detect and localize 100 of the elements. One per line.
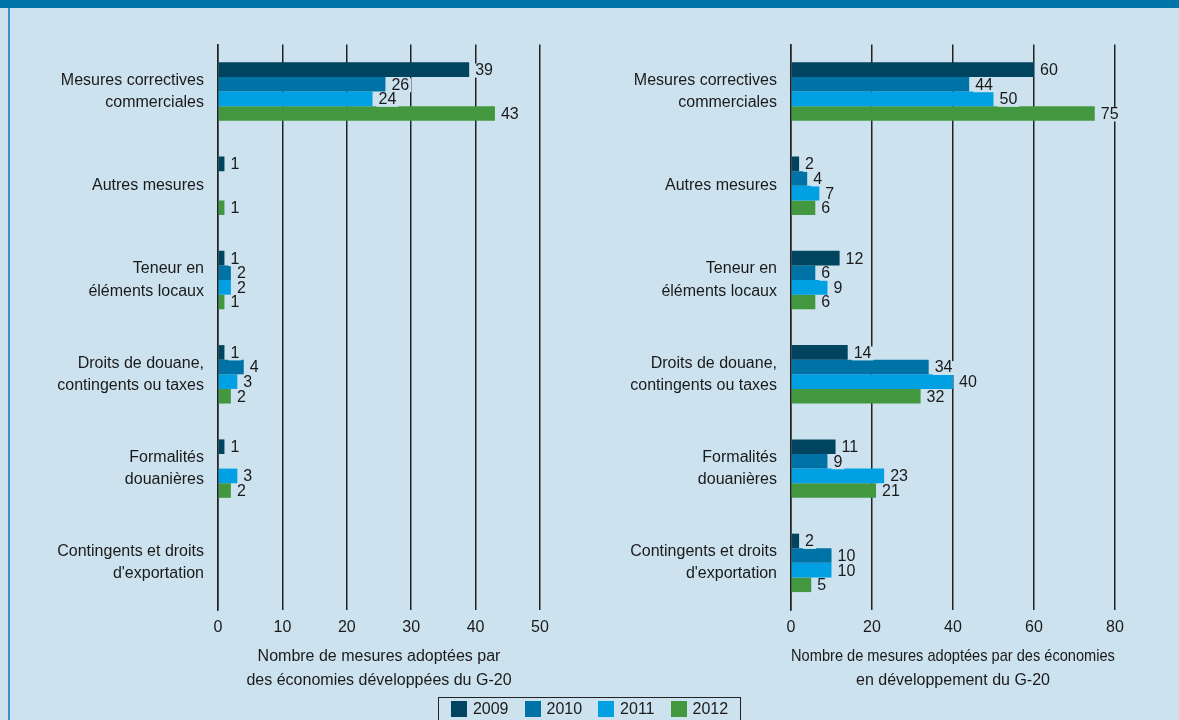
bar (218, 280, 231, 295)
y-tick-label: Teneur en éléments locaux (661, 259, 777, 299)
bar (791, 374, 953, 389)
x-tick-label: 50 (531, 618, 549, 636)
bar (791, 250, 840, 266)
bar (218, 62, 470, 77)
bar (791, 62, 1034, 77)
data-label: 1 (230, 343, 240, 361)
bar (791, 91, 994, 107)
legend-label: 2009 (472, 700, 509, 718)
data-label: 12 (845, 249, 864, 267)
data-label: 1 (230, 155, 240, 173)
bar (218, 76, 386, 92)
legend-label: 2012 (692, 700, 729, 718)
data-label: 2 (236, 481, 246, 499)
bar (791, 171, 808, 186)
bar (218, 468, 238, 484)
data-label: 1 (230, 249, 240, 267)
y-tick-label: Teneur en éléments locaux (88, 259, 204, 299)
y-tick-label: Autres mesures (664, 176, 777, 194)
bar (791, 185, 820, 201)
x-tick-label: 30 (402, 618, 421, 636)
data-label: 40 (959, 373, 977, 391)
data-label: 1 (230, 199, 240, 217)
bar (791, 359, 929, 375)
x-tick-label: 0 (213, 618, 223, 636)
bar (791, 562, 832, 578)
bar (791, 468, 885, 484)
bar (218, 483, 231, 498)
y-tick-label: Mesures correctives commerciales (60, 70, 204, 111)
legend-label: 2011 (620, 700, 655, 718)
y-tick-label: Mesures correctives commerciales (633, 70, 777, 111)
data-label: 7 (825, 184, 835, 202)
data-label: 6 (821, 199, 831, 217)
bar (791, 106, 1095, 121)
bar (218, 106, 495, 121)
x-axis-title: Nombre de mesures adoptées par des économies en développement du G-20 (791, 646, 1116, 689)
x-tick-label: 20 (337, 618, 356, 636)
data-label: 50 (999, 90, 1018, 108)
y-tick-label: Formalités douanières (124, 447, 204, 488)
bar (791, 577, 812, 593)
x-tick-label: 20 (863, 618, 881, 636)
x-axis-title: Nombre de mesures adoptées par des économies développées du G-20 (246, 647, 512, 689)
bar (218, 345, 225, 360)
y-tick-label: Contingents et droits d'exportation (630, 542, 777, 582)
bar (791, 548, 832, 563)
data-label: 11 (841, 438, 859, 456)
bar (791, 200, 816, 216)
data-label: 9 (833, 452, 843, 470)
y-tick-label: Droits de douane, contingents ou taxes (57, 353, 204, 393)
bar (791, 345, 848, 360)
x-tick-label: 80 (1106, 618, 1124, 636)
bar (791, 388, 921, 404)
data-label: 3 (243, 373, 253, 391)
x-tick-label: 10 (273, 618, 292, 636)
data-label: 39 (475, 61, 494, 79)
bar (218, 388, 231, 404)
data-label: 6 (821, 264, 831, 282)
y-tick-label: Formalités douanières (697, 447, 777, 488)
data-label: 5 (817, 576, 827, 594)
bar (791, 294, 816, 310)
bar (218, 91, 373, 107)
bar (218, 200, 225, 216)
data-label: 14 (853, 343, 872, 361)
x-tick-label: 40 (944, 618, 962, 636)
data-label: 2 (236, 387, 246, 405)
data-label: 6 (821, 293, 831, 311)
bar (791, 453, 828, 469)
data-label: 9 (833, 278, 843, 296)
bar (218, 265, 231, 281)
bar (791, 483, 877, 498)
data-label: 34 (934, 358, 953, 376)
data-label: 60 (1040, 61, 1058, 79)
data-label: 4 (249, 358, 259, 376)
bar (791, 156, 800, 172)
data-label: 4 (813, 169, 823, 187)
x-tick-label: 60 (1025, 618, 1043, 636)
y-tick-label: Autres mesures (91, 176, 204, 194)
legend-label: 2010 (546, 700, 583, 718)
x-tick-label: 0 (786, 618, 796, 636)
data-label: 10 (837, 546, 856, 564)
bar (218, 359, 244, 375)
y-tick-label: Contingents et droits d'exportation (57, 542, 204, 582)
data-label: 43 (500, 104, 519, 122)
bar (791, 439, 836, 454)
bar (791, 76, 970, 92)
data-label: 26 (391, 75, 410, 93)
bar (791, 533, 800, 549)
data-label: 10 (837, 561, 856, 579)
data-label: 3 (243, 467, 253, 485)
data-label: 1 (230, 438, 240, 456)
data-label: 32 (926, 387, 945, 405)
bar (218, 374, 238, 389)
x-tick-label: 40 (466, 618, 485, 636)
data-label: 44 (975, 75, 994, 93)
data-label: 24 (378, 90, 397, 108)
bar (218, 439, 225, 454)
data-label: 2 (805, 532, 815, 550)
data-label: 2 (805, 155, 815, 173)
y-tick-label: Droits de douane, contingents ou taxes (630, 353, 777, 393)
